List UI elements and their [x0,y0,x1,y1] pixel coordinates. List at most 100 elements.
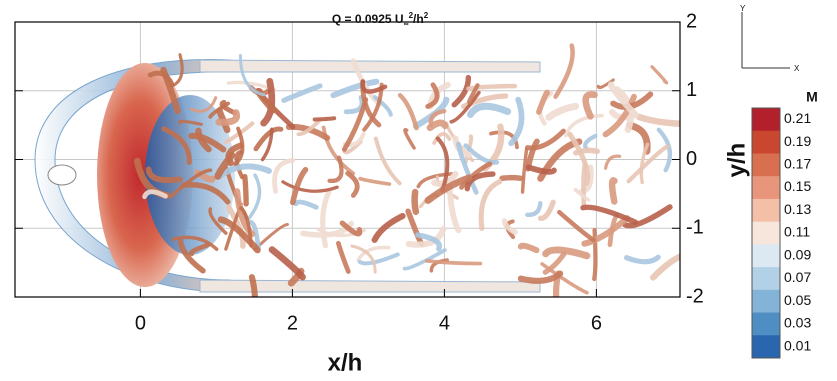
vortex-tube [296,118,322,137]
vortex-tube [466,83,518,91]
vortex-tube [293,199,319,210]
vortex-tube [260,127,274,162]
vortex-tube [373,136,402,186]
colorbar-swatch [752,289,780,314]
vortex-tube [373,95,393,117]
vortex-tube [553,43,575,99]
vortex-tube [321,125,356,176]
vortex-tube [435,136,450,193]
vortex-tube [357,252,400,266]
x-tick-label: 6 [591,312,602,334]
vortex-tube [169,168,213,199]
vortex-tube [460,93,509,109]
vortex-tube [639,142,650,185]
vortex-tube [424,174,473,204]
y-tick-label: -2 [686,285,704,307]
vortex-tube [161,126,192,165]
vortex-tube [238,54,266,97]
colorbar-tick-label: 0.19 [784,133,811,149]
y-tick-label: 2 [686,10,697,32]
vortex-tube [142,189,168,200]
colorbar-tick-label: 0.17 [784,156,811,172]
vortex-tube [189,96,218,113]
vortex-tube [542,251,567,275]
vortex-tube [540,262,589,295]
colorbar-swatch [752,176,780,200]
vortex-tube [281,180,339,193]
vortex-tube [312,116,337,122]
vortex-tube [253,126,284,152]
vortex-tube [650,65,669,85]
flow-visualization [34,43,680,297]
vortex-tube [602,93,637,138]
vortex-tube [248,220,261,251]
x-axis-label: x/h [328,349,363,376]
vortex-tube [345,170,360,198]
vortex-tube [582,91,598,120]
vortex-tube [499,174,524,182]
vortex-tube [583,133,598,152]
colorbar-swatch [752,312,780,336]
vortex-tube [451,74,472,108]
vortex-tube [557,209,596,243]
vortex-tube [246,173,262,221]
vortex-tube [429,258,449,273]
vortex-tube [525,164,557,175]
vortex-tube [327,155,344,183]
colorbar-tick-label: 0.15 [784,178,811,194]
vortex-tube [449,90,481,124]
vortex-tube [432,132,452,145]
triad-label: Y [740,4,746,13]
vortex-tube [581,215,631,247]
vortex-tube [171,235,219,251]
vortex-tube [656,127,673,173]
colorbar-tick-label: 0.11 [784,224,810,240]
vortex-tube [356,245,391,262]
y-tick-label: 1 [686,79,697,101]
vortex-tube [330,78,380,99]
vortex-tube [464,171,496,192]
vortex-tube [281,83,323,103]
y-tick-label: -1 [686,217,704,239]
shear-layer [199,279,541,293]
vortex-tube [208,101,231,119]
y-axis-label: y/h [723,143,750,178]
vortex-tube [217,216,261,254]
triad-label: X [794,64,800,73]
colorbar-tick-label: 0.07 [784,269,811,285]
vortex-tube [335,240,351,274]
vortex-tube [405,225,447,248]
vortex-tube [489,130,519,150]
vortex-tube [188,132,227,153]
vortex-tube [517,270,564,284]
vortex-tube [508,96,525,147]
vortex-tube [463,143,500,165]
vortex-tube [623,254,661,265]
vortex-tube [607,81,639,119]
colorbar-swatch [752,244,780,268]
x-tick-label: 2 [287,312,298,334]
shear-layer [199,59,541,73]
vortex-tube [428,108,447,127]
colorbar-tick-label: 0.05 [784,292,811,308]
vortex-tube [535,89,550,115]
vortex-tube [545,102,580,121]
vortex-tube [455,141,479,195]
vortex-tube [320,188,332,249]
vortex-tube [626,144,670,184]
vortex-tube [195,127,212,153]
axis-triad: Y X [740,4,800,73]
vortex-tube [289,166,309,206]
vortex-tube [177,239,206,274]
vortex-tube [525,200,543,217]
colorbar-tick-label: 0.21 [784,110,811,126]
y-tick-label: 0 [686,148,697,170]
colorbar-swatch [752,198,780,223]
vortex-tube [524,128,566,151]
vortex-tube [402,248,447,271]
vortex-tube [567,131,590,186]
vortex-tube [573,187,591,202]
vortex-tube [603,154,622,170]
colorbar-tick-label: 0.09 [784,246,811,262]
